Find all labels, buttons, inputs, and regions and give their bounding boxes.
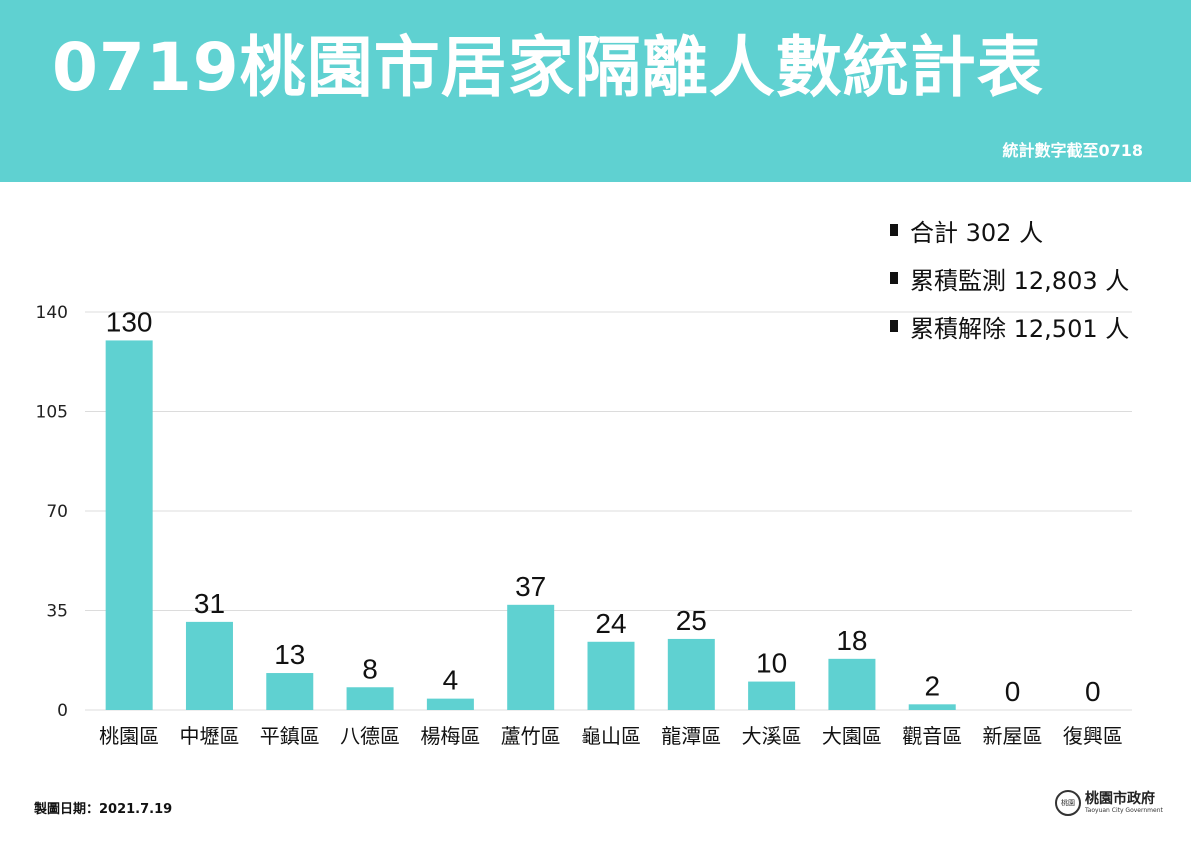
data-label: 0 [1005, 676, 1021, 707]
bar [507, 604, 555, 710]
y-tick-label: 70 [46, 502, 68, 522]
data-label: 31 [194, 588, 225, 619]
header-banner: 0719桃園市居家隔離人數統計表 統計數字截至0718 [0, 0, 1191, 182]
summary-item-monitored: 累積監測 12,803 人 [890, 254, 1129, 302]
city-seal-icon: 桃園 [1055, 790, 1081, 816]
bar [105, 340, 153, 710]
y-tick-label: 0 [57, 701, 68, 721]
summary-item-total: 合計 302 人 [890, 206, 1129, 254]
data-label: 8 [362, 653, 378, 684]
summary-label: 合計 302 人 [910, 218, 1044, 247]
bar [667, 638, 715, 710]
bar [908, 704, 956, 710]
data-label: 13 [274, 639, 305, 670]
data-label: 10 [756, 648, 787, 679]
summary-label: 累積解除 12,501 人 [910, 314, 1130, 343]
bar [185, 621, 233, 710]
data-label: 37 [515, 571, 546, 602]
bar [426, 698, 474, 710]
x-tick-label: 龍潭區 [661, 724, 721, 748]
page-title: 0719桃園市居家隔離人數統計表 [52, 29, 1044, 106]
x-tick-label: 復興區 [1063, 724, 1123, 748]
x-tick-label: 楊梅區 [420, 724, 480, 748]
bar [266, 673, 314, 710]
bar-chart: 0 35 70 105 140 130 桃園區 31 中壢區 13 平鎮區 8 八德區 4 楊梅區 37 蘆竹區… [36, 303, 1132, 748]
data-label: 0 [1085, 676, 1101, 707]
x-tick-label: 中壢區 [179, 724, 239, 748]
data-label: 4 [443, 665, 459, 696]
data-label: 130 [106, 306, 153, 337]
x-tick-label: 新屋區 [983, 724, 1043, 748]
production-date: 製圖日期：2021.7.19 [34, 802, 173, 817]
page-subtitle: 統計數字截至0718 [1002, 141, 1143, 160]
government-logo: 桃園 桃園市政府 Taoyuan City Government [1055, 790, 1163, 816]
x-tick-label: 平鎮區 [260, 724, 320, 748]
logo-english-name: Taoyuan City Government [1085, 807, 1163, 814]
data-label: 25 [676, 605, 707, 636]
x-tick-label: 桃園區 [99, 724, 159, 748]
square-bullet-icon [890, 272, 898, 284]
x-tick-label: 蘆竹區 [501, 724, 561, 748]
logo-name: 桃園市政府 [1085, 791, 1155, 807]
summary-item-released: 累積解除 12,501 人 [890, 302, 1129, 350]
x-tick-label: 龜山區 [581, 724, 641, 748]
y-tick-label: 105 [36, 403, 68, 423]
summary-label: 累積監測 12,803 人 [910, 266, 1130, 295]
x-tick-label: 觀音區 [902, 724, 962, 748]
x-tick-label: 八德區 [340, 724, 400, 748]
summary-list: 合計 302 人 累積監測 12,803 人 累積解除 12,501 人 [890, 206, 1129, 350]
bar [828, 658, 876, 710]
square-bullet-icon [890, 224, 898, 236]
bar [346, 687, 394, 710]
data-label: 2 [924, 670, 940, 701]
square-bullet-icon [890, 320, 898, 332]
x-tick-label: 大溪區 [742, 724, 802, 748]
y-tick-label: 140 [36, 303, 68, 323]
x-tick-label: 大園區 [822, 724, 882, 748]
data-label: 18 [836, 625, 867, 656]
bar [748, 681, 796, 710]
data-label: 24 [595, 608, 626, 639]
bar [587, 641, 635, 710]
y-tick-label: 35 [46, 602, 68, 622]
